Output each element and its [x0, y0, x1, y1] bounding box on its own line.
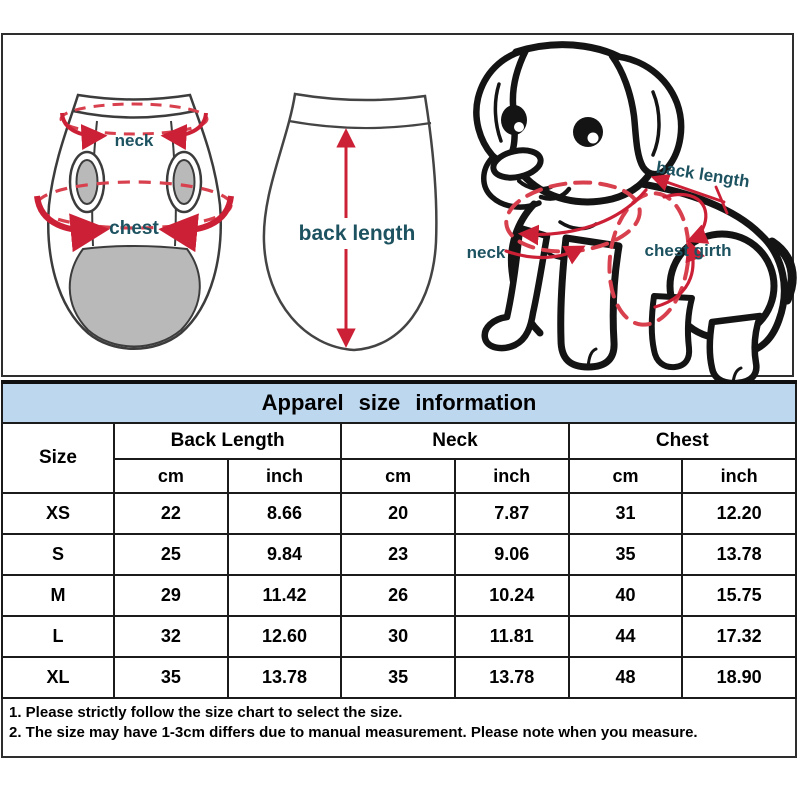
value-cell: 40 [567, 574, 684, 617]
unit-header: inch [453, 458, 570, 494]
size-cell: XL [1, 656, 115, 699]
col-header-neck: Neck [340, 422, 570, 460]
value-cell: 9.06 [453, 533, 570, 576]
size-cell: L [1, 615, 115, 658]
value-cell: 15.75 [681, 574, 797, 617]
dog-tail [767, 237, 797, 305]
unit-header: inch [681, 458, 797, 494]
dog-right-ear [608, 52, 685, 178]
value-cell: 12.20 [681, 492, 797, 535]
value-cell: 13.78 [453, 656, 570, 699]
dog-left-eye [501, 105, 527, 135]
value-cell: 13.78 [681, 533, 797, 576]
table-title-row: Apparel size information [1, 381, 797, 424]
value-cell: 23 [340, 533, 456, 576]
front-neck-label: neck [115, 131, 154, 150]
value-cell: 10.24 [453, 574, 570, 617]
garment-gray-bottom [68, 245, 201, 348]
table-unit-header-row: cm inch cm inch cm inch [2, 458, 797, 494]
unit-header: cm [113, 458, 229, 494]
unit-header: cm [567, 458, 684, 494]
value-cell: 8.66 [226, 492, 343, 535]
front-chest-label: chest [109, 218, 159, 239]
value-cell: 35 [113, 656, 229, 699]
value-cell: 30 [340, 615, 456, 658]
value-cell: 48 [567, 656, 684, 699]
notes-box: 1. Please strictly follow the size chart… [1, 699, 797, 758]
size-table: Apparel size information Size Back Lengt… [1, 380, 798, 699]
value-cell: 22 [113, 492, 229, 535]
unit-header: cm [340, 458, 456, 494]
value-cell: 13.78 [226, 656, 343, 699]
dog-back-length-line [650, 173, 726, 204]
size-cell: S [1, 533, 115, 576]
dog-neck-label: neck [467, 243, 506, 262]
table-title: Apparel size information [1, 381, 797, 424]
size-cell: XS [1, 492, 115, 535]
back-length-label: back length [299, 222, 416, 245]
value-cell: 17.32 [681, 615, 797, 658]
table-row: M 29 11.42 26 10.24 40 15.75 [1, 574, 797, 617]
dog-chest-girth-label: chest girth [645, 241, 732, 260]
table-row: L 32 12.60 30 11.81 44 17.32 [1, 615, 797, 658]
col-header-size: Size [1, 422, 115, 494]
value-cell: 26 [340, 574, 456, 617]
size-table-section: Apparel size information Size Back Lengt… [1, 380, 798, 758]
note-line-2: 2. The size may have 1-3cm differs due t… [9, 724, 698, 741]
measurement-diagrams: neck chest back length [34, 41, 797, 380]
value-cell: 20 [340, 492, 456, 535]
dog-right-eye [573, 117, 603, 147]
note-line-1: 1. Please strictly follow the size chart… [9, 704, 403, 721]
value-cell: 25 [113, 533, 229, 576]
table-row: XL 35 13.78 35 13.78 48 18.90 [1, 656, 797, 699]
front-garment-diagram: neck chest [34, 93, 234, 350]
value-cell: 35 [567, 533, 684, 576]
value-cell: 11.42 [226, 574, 343, 617]
value-cell: 29 [113, 574, 229, 617]
value-cell: 9.84 [226, 533, 343, 576]
table-group-header-row: Size Back Length Neck Chest [1, 422, 798, 494]
table-row: XS 22 8.66 20 7.87 31 12.20 [1, 492, 797, 535]
dog-diagram: back length neck chest girth [467, 41, 797, 380]
value-cell: 31 [567, 492, 684, 535]
value-cell: 18.90 [681, 656, 797, 699]
value-cell: 7.87 [453, 492, 570, 535]
size-cell: M [1, 574, 115, 617]
neck-measure-ellipse [59, 102, 209, 136]
dog-nose [490, 147, 544, 181]
dog-chest-measure-ellipse [607, 191, 691, 327]
value-cell: 32 [113, 615, 229, 658]
back-garment-diagram: back length [262, 92, 438, 352]
value-cell: 12.60 [226, 615, 343, 658]
col-header-chest: Chest [567, 422, 798, 460]
value-cell: 35 [340, 656, 456, 699]
value-cell: 44 [567, 615, 684, 658]
value-cell: 11.81 [453, 615, 570, 658]
table-row: S 25 9.84 23 9.06 35 13.78 [1, 533, 797, 576]
col-header-back-length: Back Length [112, 422, 343, 460]
unit-header: inch [226, 458, 343, 494]
